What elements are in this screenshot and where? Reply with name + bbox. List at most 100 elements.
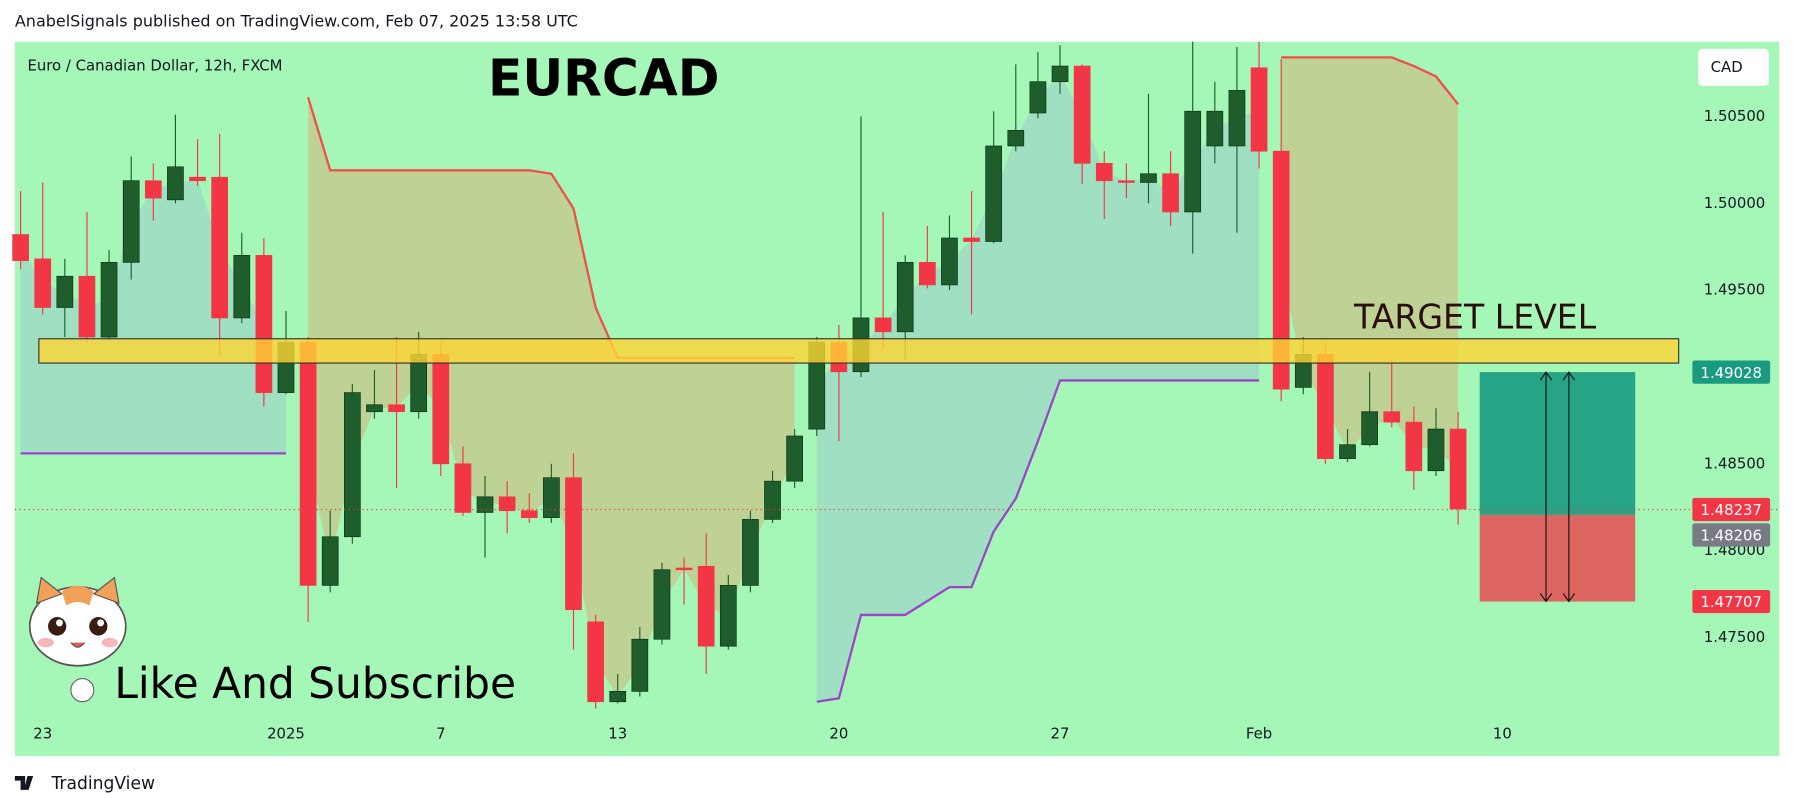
candle-body: [255, 255, 273, 393]
candle-body: [299, 341, 317, 586]
supertrend-line: [20, 379, 1260, 703]
candle-body: [786, 435, 803, 482]
caption: Like And Subscribe: [114, 659, 516, 709]
candle-body: [1095, 162, 1113, 182]
y-tick-label: 1.49500: [1704, 281, 1765, 299]
candle-body: [388, 404, 405, 413]
candle-body: [122, 180, 140, 263]
price-label: 1.47707: [1701, 593, 1762, 611]
x-tick-label: Feb: [1246, 725, 1272, 743]
y-tick-label: 1.47500: [1704, 628, 1765, 646]
price-label: 1.48206: [1701, 527, 1762, 545]
price-label-box: [1692, 523, 1771, 547]
x-tick-label: 2025: [267, 725, 305, 743]
candle-body: [476, 496, 494, 513]
candle-body: [233, 255, 251, 319]
candle-body: [653, 569, 671, 640]
candle-body: [565, 477, 582, 611]
footer-brand: TradingView: [50, 774, 155, 794]
candle-body: [1029, 81, 1047, 114]
candle-body: [896, 261, 914, 333]
candle-body: [1383, 411, 1401, 423]
candle-body: [1228, 90, 1246, 147]
candle-body: [321, 536, 339, 586]
candle-body: [366, 404, 383, 413]
price-label: 1.49028: [1701, 364, 1762, 382]
candle-body: [697, 565, 715, 647]
x-tick-label: 7: [436, 725, 445, 743]
candle-body: [985, 145, 1003, 242]
x-tick-label: 10: [1493, 725, 1512, 743]
chart-title: EURCAD: [488, 48, 720, 107]
candle-body: [1206, 110, 1224, 147]
candle-body: [454, 463, 472, 513]
header: AnabelSignals published on TradingView.c…: [15, 11, 578, 30]
candle-body: [963, 237, 980, 242]
candle-body: [631, 638, 649, 692]
x-tick-label: 13: [608, 725, 627, 743]
candle-body: [609, 690, 627, 703]
candle-body: [498, 496, 516, 512]
candle-body: [1317, 354, 1334, 459]
candle-body: [1427, 428, 1445, 472]
candle-body: [56, 275, 74, 308]
candle-body: [1250, 67, 1268, 152]
candle-body: [1118, 180, 1135, 183]
y-tick-label: 1.50000: [1704, 194, 1765, 212]
currency-label[interactable]: CAD: [1711, 58, 1743, 76]
plot: 1.505001.500001.495001.485001.480001.475…: [12, 41, 1780, 743]
candle-body: [211, 176, 228, 319]
candle-body: [144, 180, 162, 199]
arrow-head: [1539, 371, 1553, 603]
candle-body: [520, 510, 538, 519]
candle-body: [1007, 129, 1025, 147]
candle-body: [1449, 428, 1467, 510]
arrow-head: [1562, 371, 1576, 603]
candle-body: [675, 567, 693, 571]
candle-body: [78, 275, 96, 338]
candle-body: [432, 354, 450, 465]
price-label-box: [1692, 497, 1771, 522]
candle-body: [1339, 444, 1356, 459]
candle-body: [1361, 411, 1378, 446]
candle-body: [343, 392, 361, 538]
sticker: [28, 576, 127, 703]
candle-body: [587, 621, 604, 703]
candle-body: [764, 480, 781, 520]
candle-body: [1405, 421, 1423, 472]
y-tick-label: 1.50500: [1704, 107, 1765, 125]
target-zone: [38, 338, 1680, 364]
candle-body: [543, 477, 560, 519]
candle-body: [12, 234, 29, 261]
candle-body: [1073, 65, 1091, 164]
x-tick-label: 27: [1051, 725, 1070, 743]
trend-fill: [816, 73, 1260, 702]
candle-body: [167, 166, 184, 201]
x-tick-label: 23: [33, 725, 52, 743]
candle-body: [874, 317, 892, 333]
price-label-box: [1692, 589, 1771, 614]
candle-body: [719, 585, 737, 647]
candle-body: [1140, 173, 1157, 183]
price-label-box: [1692, 360, 1771, 384]
candle-body: [1162, 173, 1179, 213]
candle-body: [742, 519, 759, 586]
candle-body: [100, 261, 118, 338]
candle-body: [1051, 65, 1069, 83]
trend-fill: [20, 178, 286, 454]
position-target: [1479, 372, 1636, 515]
candle-body: [918, 261, 936, 286]
annotation: TARGET LEVEL: [1353, 297, 1597, 336]
x-tick-label: 20: [829, 725, 848, 743]
position-stop: [1479, 514, 1636, 602]
symbol-info: Euro / Canadian Dollar, 12h, FXCM: [27, 57, 282, 75]
candle-body: [1272, 150, 1290, 390]
brand-logo: [14, 775, 34, 790]
candle-body: [1184, 110, 1202, 213]
trend-fill: [308, 97, 795, 697]
currency-box[interactable]: [1698, 48, 1769, 86]
price-label: 1.48237: [1701, 501, 1762, 519]
candle-body: [34, 258, 52, 308]
